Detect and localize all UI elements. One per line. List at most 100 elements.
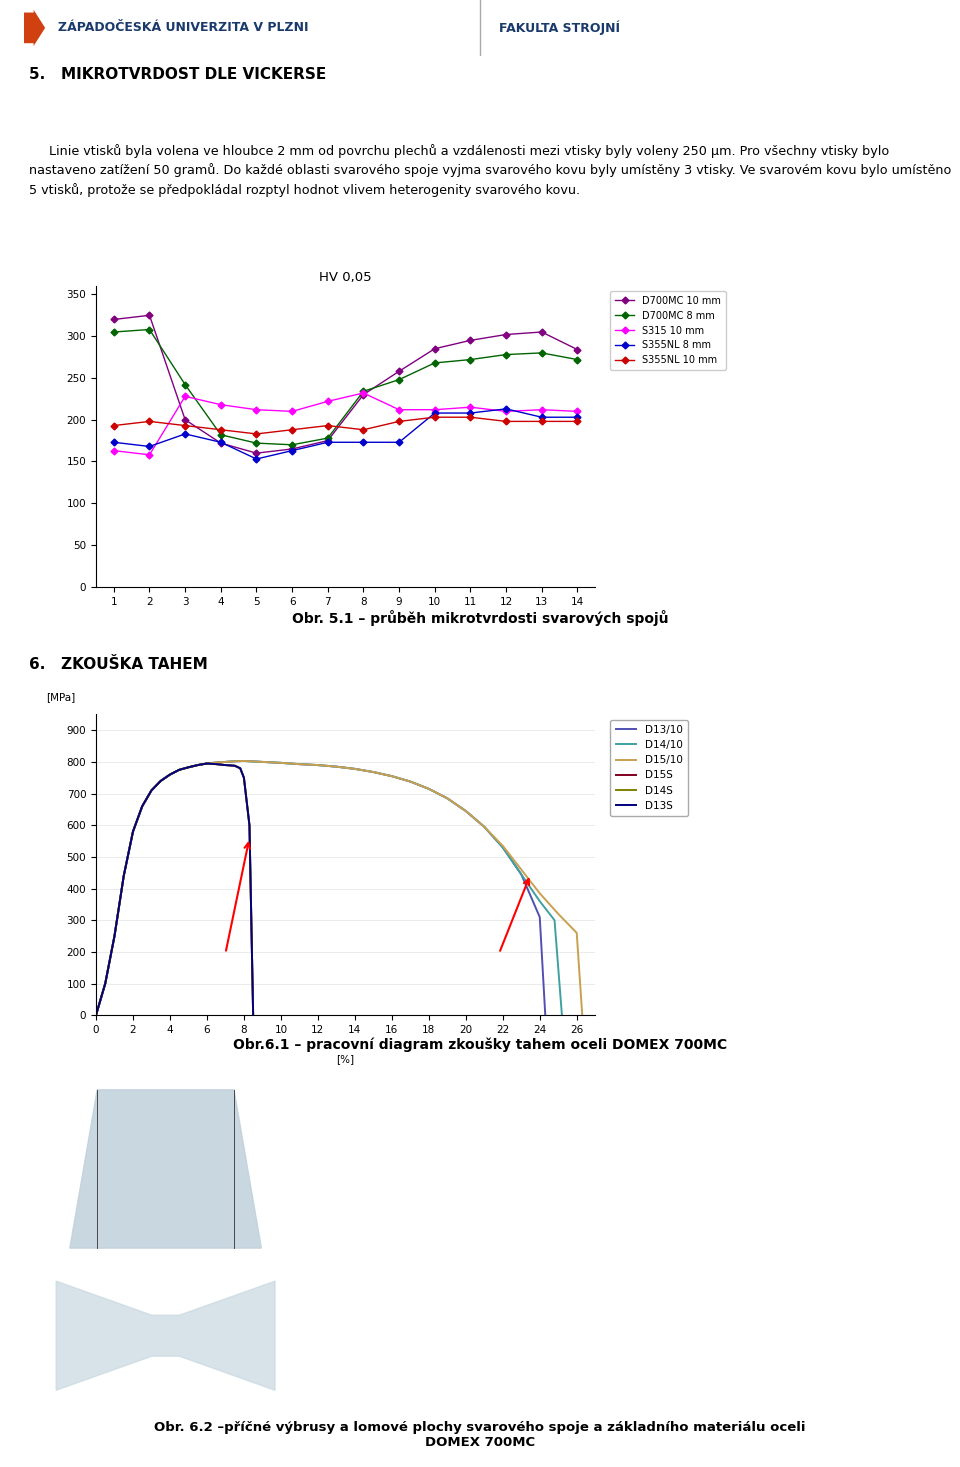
D15S [220,757,231,775]
D13/10 [442,789,453,807]
D14/10 [238,753,250,770]
D13/10 [90,1006,102,1024]
S355NL 8 mm [571,408,583,425]
S355NL 8 mm [251,450,262,468]
D700MC 8 mm [571,351,583,368]
D13/10 [210,754,222,772]
D15/10 [534,885,545,902]
D14S [202,754,213,772]
D14/10 [220,753,231,770]
D700MC 8 mm [180,376,191,393]
S315 10 mm [500,402,512,420]
D13S [146,782,157,800]
D15/10 [220,753,231,770]
D14/10 [118,867,130,885]
S315 10 mm [286,402,298,420]
D14S [164,766,176,783]
D15/10 [174,761,185,779]
D14/10 [294,756,305,773]
S355NL 10 mm [180,417,191,434]
Line: D15/10: D15/10 [96,761,583,1015]
D15S [210,756,222,773]
D13/10 [368,763,379,780]
D13S [238,769,250,786]
D15/10 [118,867,130,885]
D15/10 [497,838,509,855]
D13S [174,761,185,779]
D15/10 [460,802,471,820]
D15/10 [276,754,287,772]
S355NL 8 mm [536,408,547,425]
Line: D14S: D14S [96,763,253,1015]
D15/10 [577,1006,588,1024]
Line: S355NL 10 mm: S355NL 10 mm [111,415,580,436]
D15/10 [164,766,176,783]
D13S [220,757,231,775]
D14/10 [368,763,379,780]
D13/10 [108,927,120,945]
Line: S355NL 8 mm: S355NL 8 mm [111,406,580,462]
D14/10 [330,758,342,776]
D15/10 [136,798,148,816]
D13S [228,757,240,775]
D15S [108,927,120,945]
D14S [118,867,130,885]
D15S [182,758,194,776]
D14S [155,772,166,789]
D14/10 [478,819,490,836]
D13/10 [192,757,204,775]
D700MC 8 mm [465,351,476,368]
D14S [234,760,246,778]
D14S [108,927,120,945]
D14/10 [256,753,268,770]
D700MC 10 mm [536,323,547,340]
D700MC 8 mm [144,321,156,339]
D14/10 [276,754,287,772]
D15S [128,823,139,841]
Title: HV 0,05: HV 0,05 [320,270,372,283]
D14/10 [312,757,324,775]
D14/10 [174,761,185,779]
D13/10 [516,866,527,883]
S355NL 10 mm [108,417,120,434]
D13/10 [460,802,471,820]
D13/10 [404,773,416,791]
D14/10 [146,782,157,800]
D14/10 [460,802,471,820]
D15S [234,760,246,778]
D13/10 [202,754,213,772]
D13S [100,974,111,992]
S355NL 8 mm [394,433,405,450]
D13S [202,754,213,772]
D13/10 [349,760,361,778]
S355NL 8 mm [180,425,191,443]
D700MC 8 mm [322,430,333,447]
D14S [238,769,250,786]
D13S [128,823,139,841]
Text: Obr. 5.1 – průběh mikrotvrdosti svarových spojů: Obr. 5.1 – průběh mikrotvrdosti svarovýc… [292,610,668,625]
D15/10 [516,861,527,879]
Text: FAKULTA STROJNÍ: FAKULTA STROJNÍ [499,21,620,35]
D700MC 10 mm [215,434,227,452]
S355NL 10 mm [571,412,583,430]
D14S [220,757,231,775]
D15/10 [202,754,213,772]
D14/10 [404,773,416,791]
S355NL 10 mm [322,417,333,434]
S355NL 10 mm [144,412,156,430]
D15S [155,772,166,789]
Legend: D700MC 10 mm, D700MC 8 mm, S315 10 mm, S355NL 8 mm, S355NL 10 mm: D700MC 10 mm, D700MC 8 mm, S315 10 mm, S… [610,290,726,370]
D15S [192,757,204,775]
D15/10 [108,927,120,945]
D15S [164,766,176,783]
D13/10 [174,761,185,779]
D15/10 [552,905,564,923]
D14/10 [108,927,120,945]
D700MC 8 mm [358,383,370,400]
S355NL 10 mm [394,412,405,430]
Line: D15S: D15S [96,763,253,1015]
D13/10 [146,782,157,800]
D15S [202,754,213,772]
D13S [90,1006,102,1024]
S315 10 mm [536,400,547,418]
